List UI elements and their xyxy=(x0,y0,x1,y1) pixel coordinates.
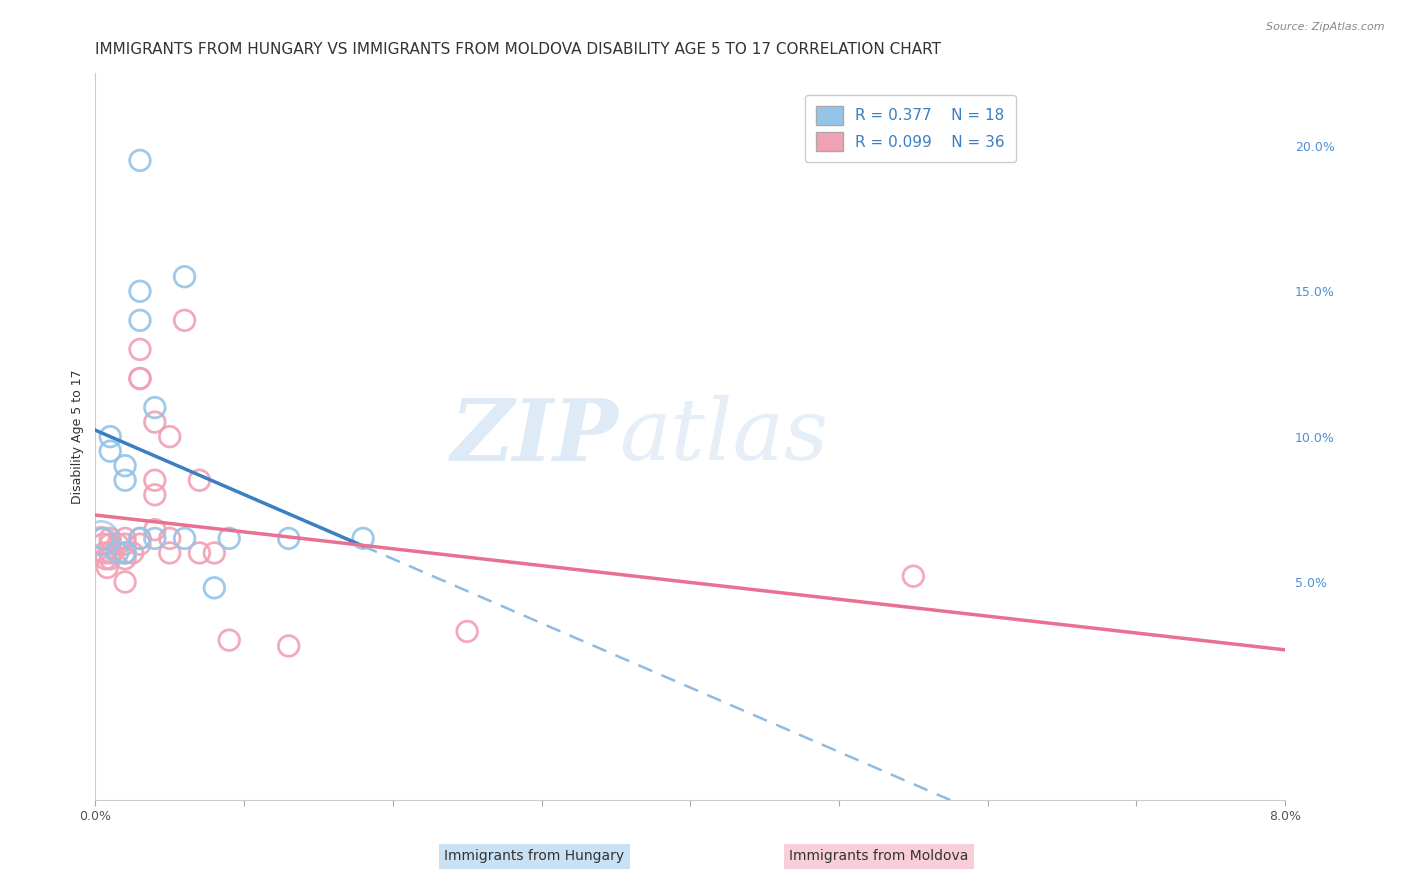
Point xyxy=(218,532,240,546)
Point xyxy=(129,532,152,546)
Point xyxy=(107,537,129,551)
Point xyxy=(173,532,195,546)
Point xyxy=(114,537,136,551)
Point xyxy=(129,371,152,385)
Point xyxy=(277,532,299,546)
Point xyxy=(129,343,152,357)
Point xyxy=(129,285,152,299)
Point xyxy=(114,473,136,487)
Point xyxy=(94,551,117,566)
Point xyxy=(159,429,181,443)
Point xyxy=(159,546,181,560)
Text: atlas: atlas xyxy=(619,395,828,478)
Point xyxy=(903,569,925,583)
Point xyxy=(202,581,225,595)
Point xyxy=(129,532,152,546)
Text: IMMIGRANTS FROM HUNGARY VS IMMIGRANTS FROM MOLDOVA DISABILITY AGE 5 TO 17 CORREL: IMMIGRANTS FROM HUNGARY VS IMMIGRANTS FR… xyxy=(96,42,942,57)
Point xyxy=(114,458,136,473)
Point xyxy=(129,153,152,168)
Text: Immigrants from Hungary: Immigrants from Hungary xyxy=(444,849,624,863)
Point xyxy=(143,473,166,487)
Point xyxy=(114,546,136,560)
Point xyxy=(218,633,240,648)
Point xyxy=(277,639,299,653)
Point xyxy=(159,532,181,546)
Legend: R = 0.377    N = 18, R = 0.099    N = 36: R = 0.377 N = 18, R = 0.099 N = 36 xyxy=(806,95,1015,161)
Text: Immigrants from Moldova: Immigrants from Moldova xyxy=(789,849,969,863)
Point xyxy=(98,444,121,458)
Point xyxy=(173,269,195,284)
Point xyxy=(114,551,136,566)
Point xyxy=(98,551,121,566)
Point xyxy=(129,313,152,327)
Point xyxy=(114,532,136,546)
Point xyxy=(129,537,152,551)
Point xyxy=(173,313,195,327)
Point xyxy=(91,537,114,551)
Point xyxy=(98,429,121,443)
Point xyxy=(202,546,225,560)
Point xyxy=(114,546,136,560)
Point xyxy=(352,532,374,546)
Y-axis label: Disability Age 5 to 17: Disability Age 5 to 17 xyxy=(72,369,84,504)
Point xyxy=(143,523,166,537)
Point xyxy=(114,574,136,589)
Point xyxy=(107,546,129,560)
Point xyxy=(90,532,112,546)
Point xyxy=(98,546,121,560)
Point xyxy=(91,532,114,546)
Point xyxy=(90,532,112,546)
Text: ZIP: ZIP xyxy=(451,395,619,478)
Point xyxy=(143,488,166,502)
Text: Source: ZipAtlas.com: Source: ZipAtlas.com xyxy=(1267,22,1385,32)
Point xyxy=(98,537,121,551)
Point xyxy=(93,546,115,560)
Point xyxy=(143,401,166,415)
Point xyxy=(121,546,143,560)
Point xyxy=(98,532,121,546)
Point xyxy=(96,560,118,574)
Point xyxy=(188,546,211,560)
Point xyxy=(129,371,152,385)
Point xyxy=(456,624,478,639)
Point xyxy=(188,473,211,487)
Point xyxy=(143,532,166,546)
Point xyxy=(143,415,166,429)
Point xyxy=(90,537,112,551)
